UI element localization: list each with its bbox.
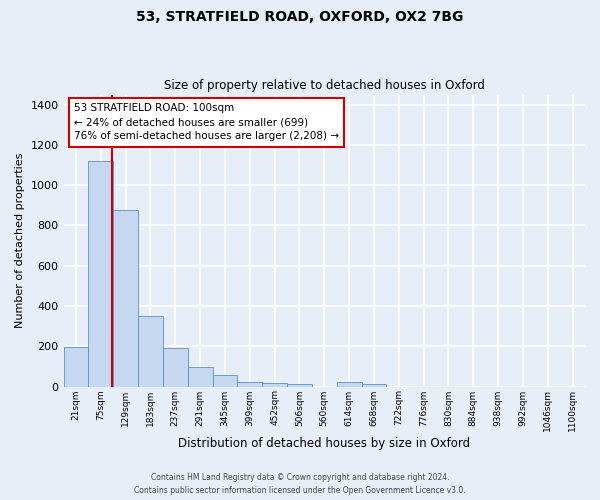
Title: Size of property relative to detached houses in Oxford: Size of property relative to detached ho… — [164, 79, 485, 92]
Bar — [88, 161, 113, 386]
Text: 53 STRATFIELD ROAD: 100sqm
← 24% of detached houses are smaller (699)
76% of sem: 53 STRATFIELD ROAD: 100sqm ← 24% of deta… — [74, 104, 339, 142]
Bar — [163, 348, 188, 387]
Bar — [238, 382, 262, 386]
Bar — [188, 367, 212, 386]
Bar — [212, 376, 238, 386]
Text: Contains HM Land Registry data © Crown copyright and database right 2024.
Contai: Contains HM Land Registry data © Crown c… — [134, 473, 466, 495]
Bar — [287, 384, 312, 386]
Bar — [138, 316, 163, 386]
Bar — [262, 383, 287, 386]
Bar — [337, 382, 362, 386]
Y-axis label: Number of detached properties: Number of detached properties — [15, 153, 25, 328]
Text: 53, STRATFIELD ROAD, OXFORD, OX2 7BG: 53, STRATFIELD ROAD, OXFORD, OX2 7BG — [136, 10, 464, 24]
Bar — [64, 348, 88, 387]
Bar — [362, 384, 386, 386]
X-axis label: Distribution of detached houses by size in Oxford: Distribution of detached houses by size … — [178, 437, 470, 450]
Bar — [113, 210, 138, 386]
